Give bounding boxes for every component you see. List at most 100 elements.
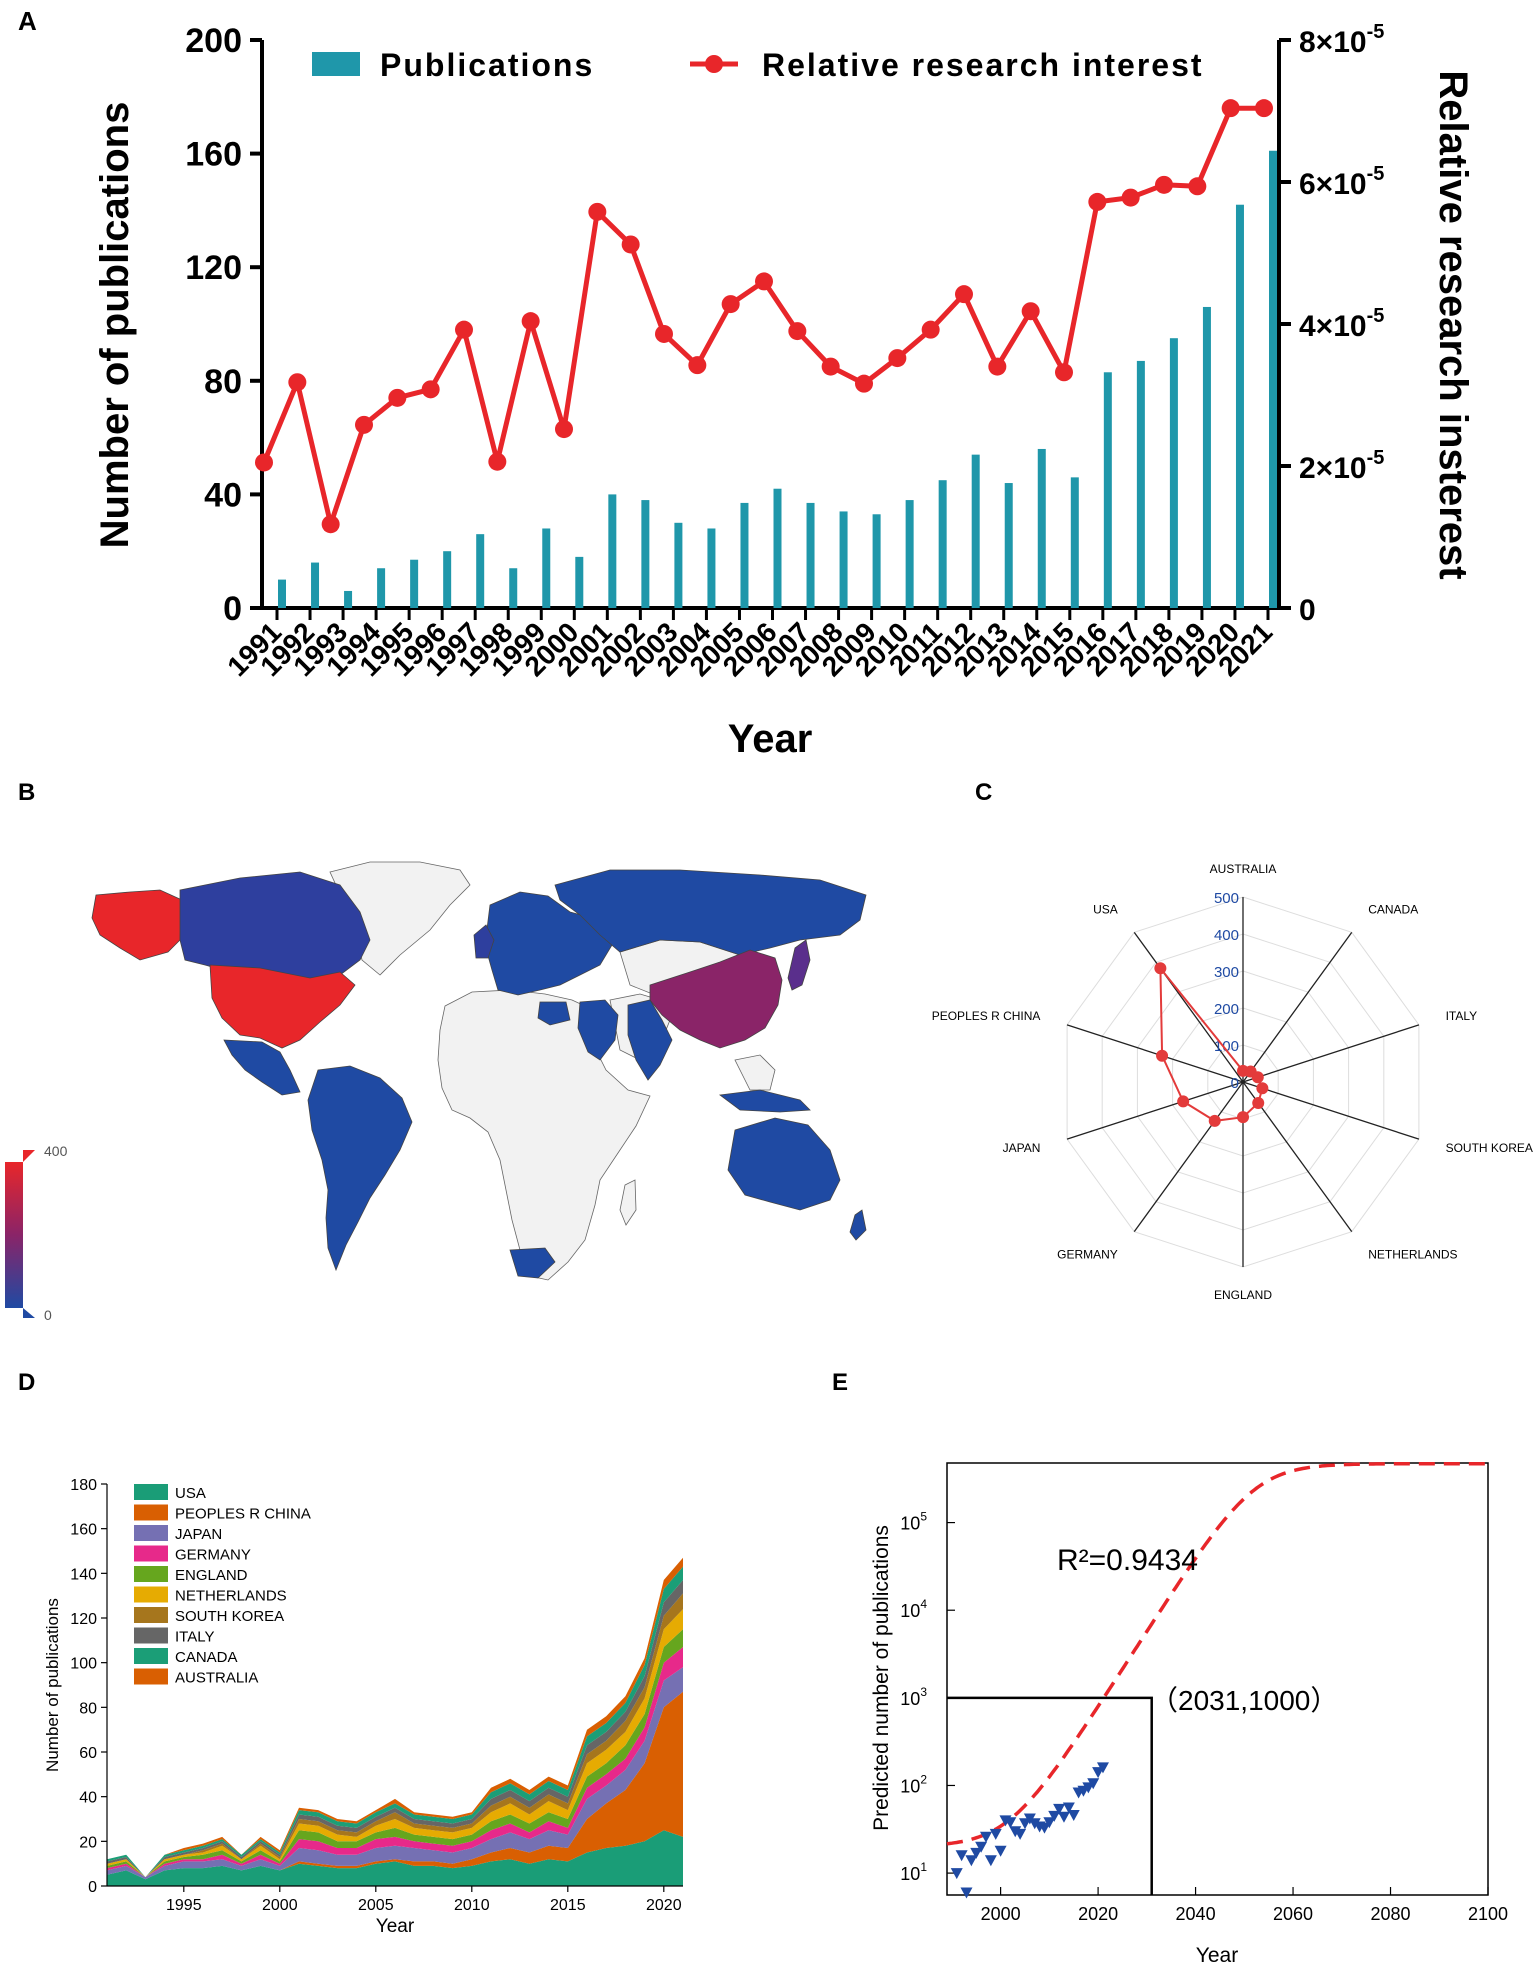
e-observed-point — [984, 1855, 997, 1867]
c-radar-point — [1208, 1114, 1221, 1127]
d-xtick-label: 2000 — [262, 1897, 298, 1914]
a-interest-point — [521, 312, 540, 331]
e-guide-lines — [947, 1696, 1153, 1895]
e-observed-point — [950, 1868, 963, 1880]
e-observed-point — [1038, 1822, 1051, 1834]
e-xtick-label: 2020 — [1078, 1904, 1118, 1924]
a-y2tick-label: 8×10-5 — [1299, 21, 1384, 59]
d-ytick-label: 60 — [79, 1745, 97, 1762]
d-legend-label: GERMANY — [175, 1547, 251, 1564]
d-xtick-label: 2015 — [550, 1897, 586, 1914]
a-interest-point — [1121, 188, 1140, 207]
map-madagascar — [619, 1179, 637, 1226]
a-legend-interest: Relative research interest — [762, 47, 1204, 83]
a-ytick-label: 0 — [223, 590, 242, 628]
e-observed-point — [1018, 1818, 1031, 1830]
d-legend-label: ITALY — [175, 1629, 214, 1646]
a-interest-point — [921, 320, 940, 339]
a-bar — [377, 568, 386, 608]
c-spoke — [1066, 1024, 1244, 1083]
a-bar — [443, 551, 452, 608]
e-observed-point — [1062, 1802, 1075, 1814]
map-colorbar-top-arrow — [23, 1150, 35, 1162]
a-interest-point — [421, 380, 440, 399]
a-bar — [1103, 372, 1112, 608]
d-legend-swatch — [134, 1566, 168, 1582]
e-observed-point — [1043, 1817, 1056, 1829]
c-spoke — [1242, 1024, 1420, 1083]
a-interest-point — [755, 272, 773, 291]
c-axis-label: SOUTH KOREA — [1446, 1141, 1533, 1155]
e-observed-point — [1067, 1810, 1080, 1822]
map-alaska — [91, 889, 183, 961]
c-axis-label: PEOPLES R CHINA — [932, 1009, 1041, 1023]
d-xlabel: Year — [376, 1916, 415, 1937]
a-interest-point — [1055, 363, 1073, 382]
a-xlabel: Year — [728, 717, 813, 761]
c-radar-point — [1154, 962, 1167, 975]
c-radial-tick: 400 — [1214, 927, 1239, 944]
d-ytick-label: 180 — [70, 1477, 97, 1494]
d-legend-label: CANADA — [175, 1649, 238, 1666]
panel-d-area: 0 20 40 60 80 100 120 140 160 180 1995 2000 2005 201… — [43, 1477, 683, 1937]
e-xlabel: Year — [1196, 1944, 1238, 1966]
e-observed-point — [1057, 1811, 1070, 1823]
d-legend-swatch — [134, 1504, 168, 1521]
a-bar — [476, 534, 485, 608]
a-interest-point — [388, 388, 407, 407]
a-y2tick-exponent: -5 — [1367, 21, 1385, 43]
a-legend-bar-swatch — [312, 52, 360, 76]
e-observed-point — [979, 1831, 992, 1843]
a-ytick-label: 200 — [185, 22, 242, 60]
map-colorbar — [5, 1162, 23, 1308]
a-bar — [344, 590, 353, 608]
d-legend-label: NETHERLANDS — [175, 1588, 287, 1605]
a-bar — [311, 562, 320, 608]
d-legend-label: AUSTRALIA — [175, 1670, 258, 1687]
a-ytick-label: 120 — [185, 249, 242, 287]
e-ytick-exponent: 1 — [920, 1860, 927, 1874]
c-radar-point — [1156, 1049, 1169, 1062]
a-y2tick-label: 6×10-5 — [1299, 163, 1384, 201]
c-spoke — [1133, 931, 1244, 1083]
a-bar — [1235, 204, 1244, 608]
a-ytick-label: 40 — [204, 476, 242, 514]
a-bar — [1202, 306, 1211, 608]
e-ylabel: Predicted number of publications — [870, 1525, 893, 1831]
d-area-netherlands — [107, 1609, 683, 1878]
e-observed-point — [1096, 1762, 1109, 1774]
a-legend-publications: Publications — [380, 47, 594, 83]
a-interest-point — [888, 349, 907, 368]
c-axis-label: JAPAN — [1003, 1141, 1041, 1155]
e-observed-point — [960, 1887, 973, 1899]
e-ytick-label: 104 — [900, 1597, 927, 1621]
d-ylabel: Number of publications — [43, 1598, 62, 1772]
a-interest-point — [555, 420, 573, 439]
d-ytick-label: 80 — [79, 1700, 97, 1717]
a-bar — [872, 514, 881, 608]
c-axis-label: USA — [1093, 903, 1118, 917]
d-xtick-label: 1995 — [166, 1897, 202, 1914]
map-egypt — [537, 1001, 571, 1026]
panel-e-prediction: 101 102 103 104 105 2000 2020 2040 2060 2080 2100… — [870, 1461, 1508, 1966]
d-legend-swatch — [134, 1484, 168, 1500]
a-bar — [641, 500, 650, 608]
d-area-south-korea — [107, 1593, 683, 1878]
d-legend-label: SOUTH KOREA — [175, 1608, 284, 1625]
c-axis-label: ENGLAND — [1214, 1288, 1272, 1302]
e-observed-point — [975, 1841, 988, 1853]
e-observed-point — [994, 1845, 1007, 1857]
a-interest-point — [288, 373, 307, 392]
e-xtick-label: 2000 — [981, 1904, 1021, 1924]
c-spoke — [1066, 1081, 1244, 1140]
d-legend-label: ENGLAND — [175, 1567, 248, 1584]
panel-label-a: A — [18, 6, 37, 36]
d-legend-swatch — [134, 1586, 168, 1603]
map-legend-min: 0 — [44, 1307, 52, 1323]
a-interest-point — [1188, 177, 1207, 196]
a-legend-dot-swatch — [705, 55, 723, 73]
a-interest-point — [955, 285, 973, 304]
e-fit-curve — [946, 1461, 1488, 1846]
d-legend-swatch — [134, 1648, 168, 1664]
